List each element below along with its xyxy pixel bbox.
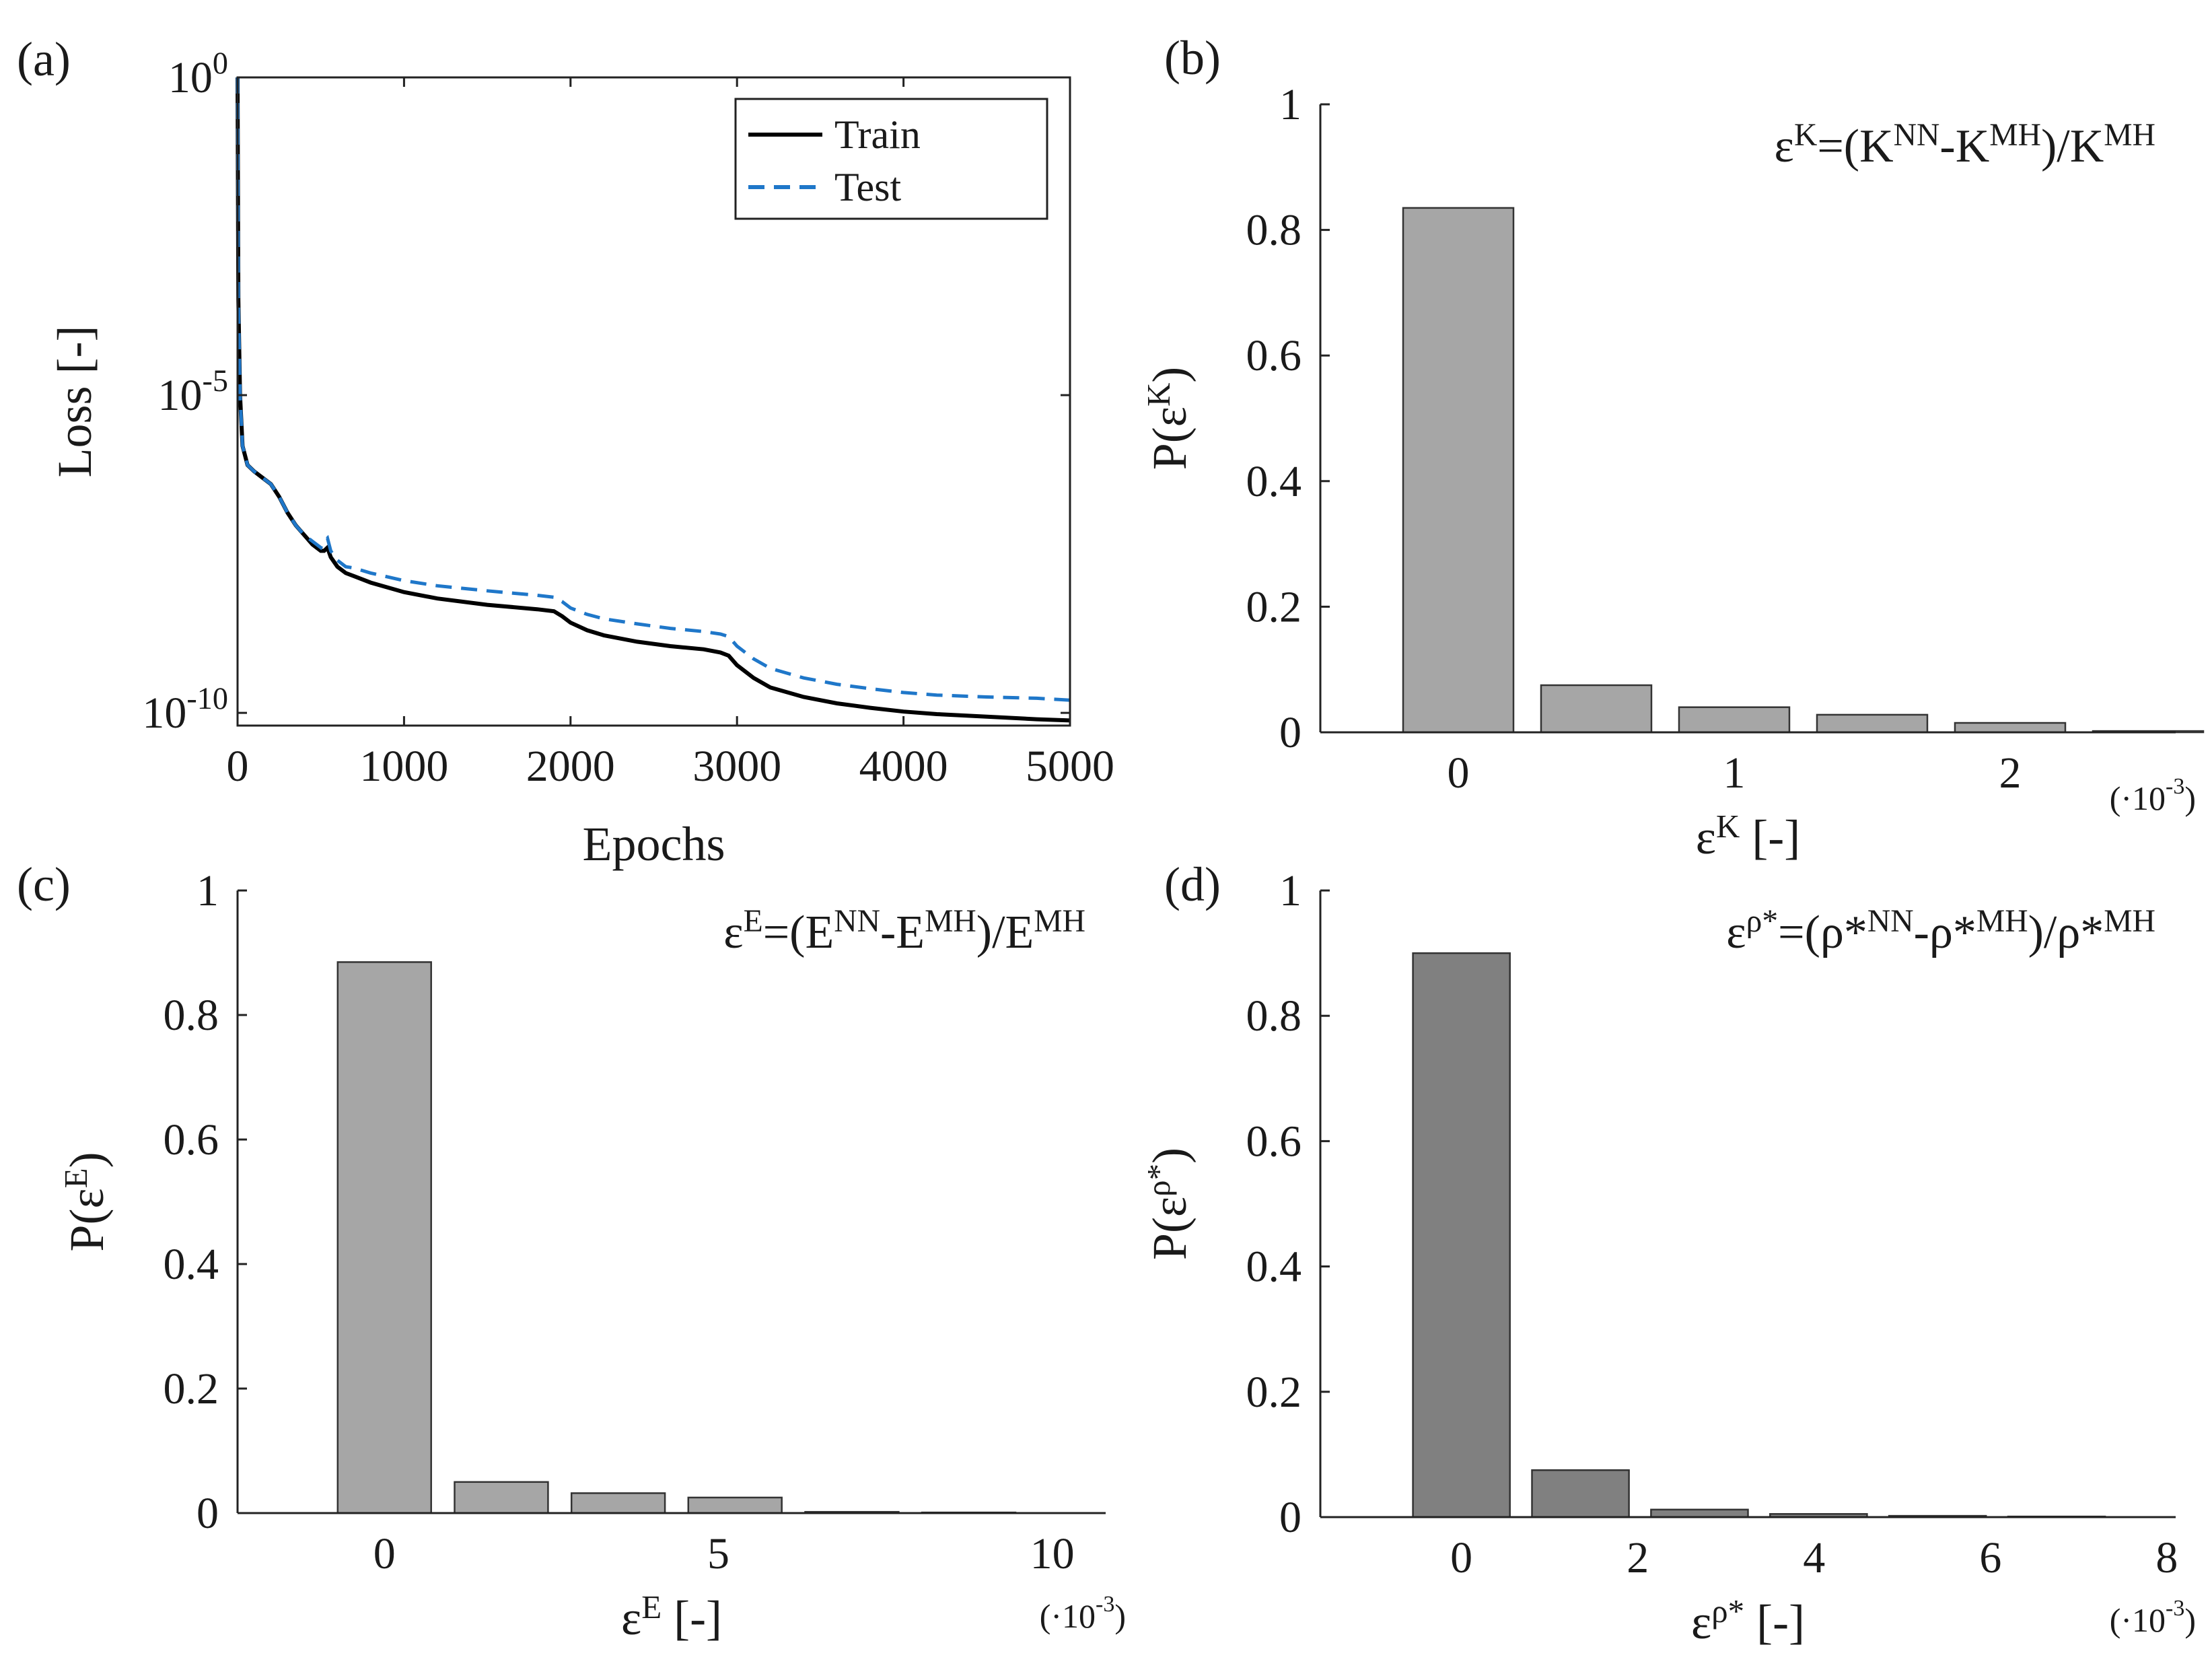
y-tick-label: 10-5 (158, 363, 228, 420)
x-tick-label: 5000 (1026, 742, 1114, 791)
x-tick-label: 5 (707, 1529, 729, 1578)
y-axis-label: P(εK) (1140, 367, 1197, 470)
panel-d: (d) 0 0.2 0.4 0.6 0.8 1 0 2 4 6 8 ερ*=(ρ*NN-ρ*MH)/ρ*… (1140, 858, 2196, 1649)
x-tick-label: 3000 (692, 742, 781, 791)
series-line-train (236, 77, 1071, 723)
x-axis-label: εE [-] (621, 1588, 722, 1645)
legend: Train Test (734, 98, 1048, 220)
x-tick-label: 8 (2155, 1533, 2178, 1582)
legend-label-train: Train (834, 112, 921, 157)
y-tick-label: 100 (168, 46, 228, 102)
bar (570, 1492, 666, 1514)
x-tick-label: 1000 (359, 742, 448, 791)
y-tick-label: 0.2 (1246, 582, 1302, 631)
x-tick-label: 2 (1627, 1533, 1649, 1582)
y-tick-label: 10-10 (142, 681, 228, 738)
series-line-test (236, 77, 1071, 702)
bar (687, 1496, 783, 1514)
x-multiplier: (·10-3) (2110, 1596, 2196, 1639)
y-tick-label: 0.6 (1246, 1117, 1302, 1166)
bar (1650, 1508, 1749, 1518)
bar (1678, 706, 1791, 734)
x-multiplier: (·10-3) (1040, 1592, 1126, 1635)
x-tick-label: 1 (1723, 748, 1746, 798)
y-tick-label: 1 (1279, 866, 1301, 915)
panel-a: (a) 0 1000 2000 3000 4000 5000 100 10-5 10-10 Epoc… (17, 32, 1114, 871)
panel-c: (c)00.20.40.60.810 5 10εE=(ENN-EMH)/EMHεE … (17, 858, 1126, 1645)
y-tick-label: 0.2 (164, 1364, 219, 1413)
y-tick-label: 0 (197, 1489, 219, 1538)
y-tick-label: 0.8 (164, 991, 219, 1040)
panel-label: (b) (1164, 31, 1221, 85)
x-tick-label: 4000 (859, 742, 948, 791)
x-tick-label: 0 (373, 1529, 396, 1578)
y-axis-label: P(ερ*) (1140, 1148, 1197, 1260)
x-tick-label: 0 (227, 742, 249, 791)
y-tick-label: 0.8 (1246, 991, 1302, 1041)
panel-label: (c) (17, 858, 71, 911)
y-tick-label: 0 (1279, 708, 1301, 757)
x-axis-label: εK [-] (1696, 808, 1801, 864)
bar (454, 1481, 549, 1514)
x-tick-label: 4 (1803, 1533, 1825, 1582)
bar (1531, 1469, 1630, 1518)
y-axis-label: P(εE) (57, 1152, 114, 1251)
y-tick-label: 0.6 (1246, 331, 1302, 380)
formula-annotation: εE=(ENN-EMH)/EMH (723, 904, 1085, 958)
x-tick-label: 2 (1999, 748, 2022, 798)
formula-annotation: εK=(KNN-KMH)/KMH (1775, 118, 2155, 172)
legend-label-test: Test (834, 165, 901, 209)
y-tick-label: 0 (1279, 1493, 1301, 1542)
y-tick-label: 1 (1279, 80, 1301, 129)
x-tick-label: 0 (1450, 1533, 1472, 1582)
x-tick-label: 10 (1030, 1529, 1075, 1578)
x-tick-label: 6 (1979, 1533, 2001, 1582)
legend-box (734, 98, 1048, 220)
formula-annotation: ερ*=(ρ*NN-ρ*MH)/ρ*MH (1726, 904, 2155, 958)
y-tick-label: 0.4 (1246, 457, 1302, 506)
y-tick-label: 0.4 (1246, 1242, 1302, 1292)
bar (1412, 952, 1511, 1518)
bar (1954, 722, 2067, 734)
panel-label: (a) (17, 32, 71, 86)
x-tick-label: 2000 (526, 742, 615, 791)
axes-frame (236, 76, 1071, 727)
y-tick-label: 0.6 (164, 1115, 219, 1164)
y-tick-label: 0.8 (1246, 206, 1302, 255)
panel-label: (d) (1164, 858, 1221, 911)
x-tick-label: 0 (1448, 748, 1470, 798)
panel-b: (b) 0 0.2 0.4 0.6 0.8 1 0 1 2 εK=(KNN-KMH)/KMH εK [… (1140, 31, 2205, 864)
bar (1540, 684, 1653, 734)
y-axis-label: Loss [-] (48, 326, 102, 478)
x-axis-label: Epochs (583, 817, 725, 871)
x-multiplier: (·10-3) (2110, 774, 2196, 817)
y-tick-label: 0.4 (164, 1240, 219, 1289)
bar (1402, 207, 1515, 734)
bar (1816, 713, 1929, 734)
x-axis-label: ερ* [-] (1691, 1593, 1805, 1649)
y-tick-label: 1 (197, 866, 219, 915)
y-tick-label: 0.2 (1246, 1368, 1302, 1417)
bar (336, 961, 432, 1514)
